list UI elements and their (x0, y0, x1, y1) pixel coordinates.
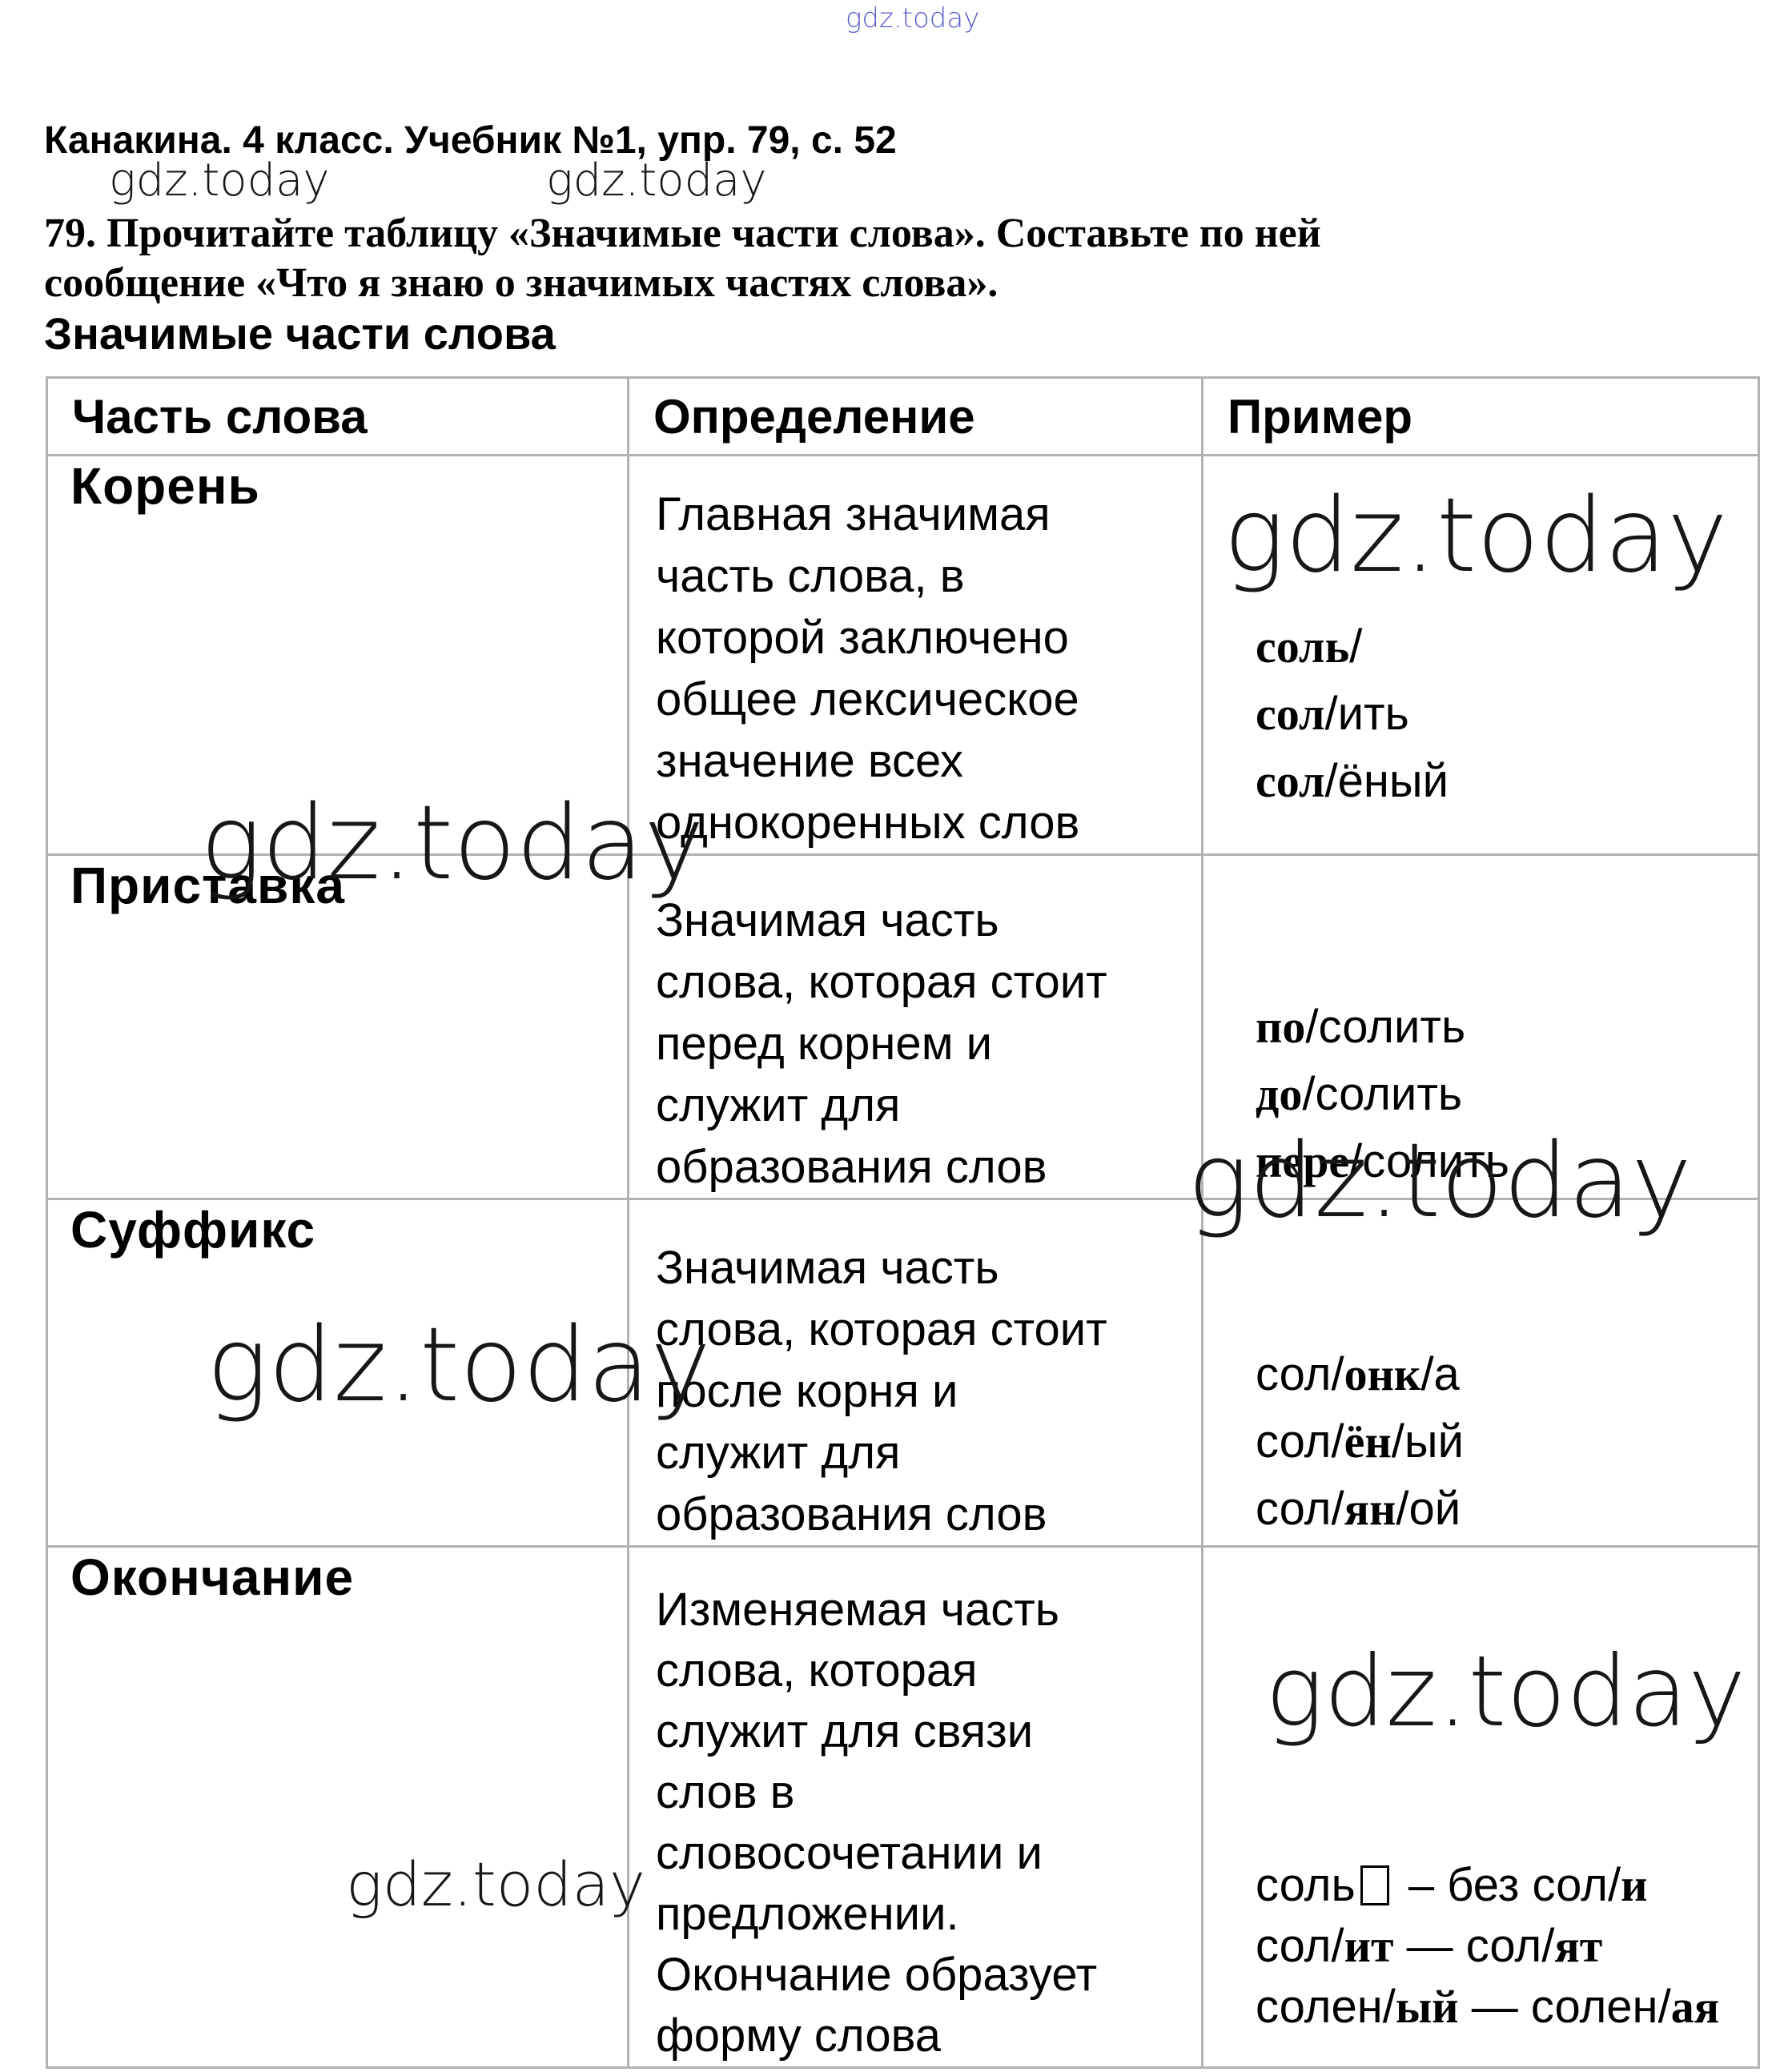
word-part-label: Окончание (46, 1545, 629, 2069)
example-segment: сол (1256, 755, 1325, 807)
example-line: соль – без сол/и (1256, 1855, 1757, 1916)
example-segment: – без сол (1395, 1859, 1608, 1911)
gdz-watermark: gdz.today (846, 2, 980, 34)
example-segment: — (1458, 1981, 1531, 2033)
column-header-example: Пример (1201, 376, 1760, 456)
example-segment: — (1393, 1920, 1466, 1972)
exercise-text-line2: сообщение «Что я знаю о значимых частях … (44, 260, 999, 306)
example-line: сол/ит — сол/ят (1256, 1916, 1757, 1977)
table-row-root: Корень Главная значимая часть слова, в к… (46, 454, 1760, 856)
exercise-text-line1: 79. Прочитайте таблицу «Значимые части с… (44, 211, 1321, 256)
page-header: Канакина. 4 класс. Учебник №1, упр. 79, … (44, 119, 897, 162)
example-segment: / (1541, 1920, 1555, 1972)
example-segment: солен (1256, 1981, 1383, 2033)
example-line: сол/ён/ый (1256, 1408, 1757, 1476)
example-segment: онк (1344, 1348, 1421, 1400)
example-segment: соль (1256, 620, 1350, 673)
example-segment: /солить (1302, 1068, 1463, 1120)
example-segment: / (1382, 1981, 1396, 2033)
table-row-ending: Окончание Изменяемая часть слова, котора… (46, 1545, 1760, 2069)
table-row-suffix: Суффикс Значимая часть слова, которая ст… (46, 1198, 1760, 1548)
example-segment: соль (1256, 1859, 1356, 1911)
example-segment: /ой (1396, 1483, 1461, 1535)
example-segment: /ить (1324, 688, 1409, 740)
example-line: по/солить (1256, 994, 1757, 1061)
example-segment: до (1256, 1068, 1303, 1120)
example-segment: ый (1395, 1981, 1459, 2033)
example-segment: сол (1256, 1920, 1332, 1972)
gdz-watermark: gdz.today (546, 155, 767, 207)
definition-text: Изменяемая часть слова, которая служит д… (627, 1545, 1203, 2069)
example-list: сол/онк/а сол/ён/ый сол/ян/ой (1201, 1198, 1760, 1548)
example-segment: / (1658, 1981, 1671, 2033)
example-segment: по (1256, 1001, 1306, 1053)
example-list: по/солить до/солить пере/солить (1201, 853, 1760, 1200)
example-segment: сол (1256, 688, 1325, 740)
word-part-label: Приставка (46, 853, 629, 1200)
example-segment: /а (1420, 1348, 1460, 1400)
example-segment: / (1349, 620, 1363, 673)
word-part-label: Корень (46, 454, 629, 856)
example-line: до/солить (1256, 1061, 1757, 1128)
example-segment: /ёный (1324, 755, 1449, 807)
example-segment: ён (1344, 1415, 1392, 1468)
example-segment: /солить (1305, 1001, 1466, 1053)
example-line: солен/ый — солен/ая (1256, 1977, 1757, 2038)
example-segment: ян (1344, 1483, 1396, 1535)
example-segment: сол/ (1256, 1348, 1344, 1400)
example-segment: ят (1554, 1920, 1603, 1972)
word-part-label: Суффикс (46, 1198, 629, 1548)
word-parts-table: Часть слова Определение Пример Корень Гл… (46, 376, 1760, 2069)
table-header-row: Часть слова Определение Пример (46, 376, 1760, 456)
zero-ending-box (1360, 1865, 1389, 1905)
example-list: соль – без сол/и сол/ит — сол/ят солен/ый … (1201, 1545, 1760, 2069)
example-segment: солен (1530, 1981, 1658, 2033)
example-segment: ая (1670, 1981, 1720, 2033)
example-segment: сол/ (1256, 1483, 1344, 1535)
example-segment: /ый (1391, 1415, 1464, 1468)
definition-text: Главная значимая часть слова, в которой … (627, 454, 1203, 856)
example-segment: ит (1344, 1920, 1394, 1972)
table-row-prefix: Приставка Значимая часть слова, которая … (46, 853, 1760, 1200)
example-segment: и (1621, 1859, 1648, 1911)
table-title: Значимые части слова (44, 308, 556, 359)
definition-text: Значимая часть слова, которая стоит посл… (627, 1198, 1203, 1548)
example-segment: / (1331, 1920, 1344, 1972)
example-list: соль/сол/ить сол/ёный (1201, 454, 1760, 856)
example-line: пере/солить (1256, 1128, 1757, 1195)
example-segment: сол (1465, 1920, 1542, 1972)
example-line: сол/ить (1256, 681, 1757, 748)
example-segment: /солить (1349, 1135, 1509, 1187)
example-line: сол/онк/а (1256, 1341, 1757, 1408)
example-line: сол/ёный (1256, 748, 1757, 815)
column-header-word-part: Часть слова (46, 376, 629, 456)
column-header-definition: Определение (627, 376, 1203, 456)
example-segment: пере (1256, 1135, 1350, 1187)
gdz-watermark: gdz.today (109, 155, 330, 207)
example-segment: / (1607, 1859, 1621, 1911)
example-line: сол/ян/ой (1256, 1476, 1757, 1543)
example-segment: сол/ (1256, 1415, 1344, 1468)
example-line: соль/ (1256, 613, 1757, 681)
definition-text: Значимая часть слова, которая стоит пере… (627, 853, 1203, 1200)
